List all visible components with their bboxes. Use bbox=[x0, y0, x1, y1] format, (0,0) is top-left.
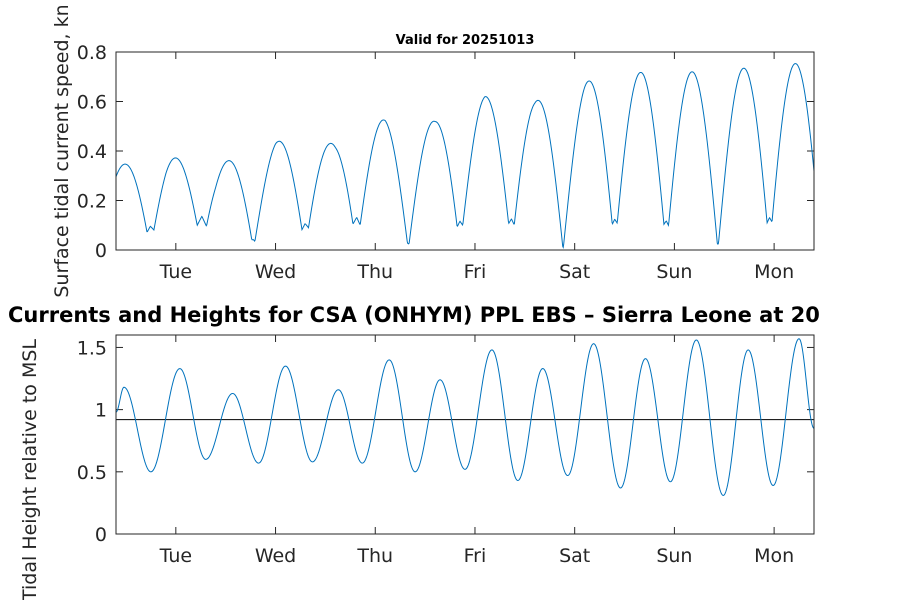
y-tick-label: 1.5 bbox=[77, 337, 107, 359]
current-speed-axes-box bbox=[115, 51, 815, 251]
tidal-height-axes-box bbox=[115, 334, 815, 535]
x-tick-label: Sat bbox=[559, 261, 590, 283]
current-speed-title: Valid for 20251013 bbox=[396, 33, 535, 48]
current-speed-panel: Valid for 20251013 0 0.2 0.4 0.6 0.8 Tue Wed Th… bbox=[51, 4, 815, 298]
x-tick-label: Mon bbox=[754, 261, 794, 283]
x-tick-label: Wed bbox=[255, 545, 296, 567]
y-tick-label: 0.6 bbox=[77, 92, 107, 114]
x-tick-label: Sun bbox=[656, 545, 692, 567]
y-tick-label: 0 bbox=[95, 240, 107, 262]
y-tick-label: 1 bbox=[95, 400, 107, 422]
tidal-height-ylabel: Tidal Height relative to MSL bbox=[19, 339, 41, 600]
figure-title: Currents and Heights for CSA (ONHYM) PPL… bbox=[8, 303, 820, 327]
x-tick-label: Sun bbox=[656, 261, 692, 283]
y-tick-label: 0.4 bbox=[77, 141, 107, 163]
current-speed-ticks: 0 0.2 0.4 0.6 0.8 Tue Wed Thu Fri Sat Sun Mon bbox=[77, 42, 814, 283]
current-speed-line bbox=[115, 63, 815, 249]
y-tick-label: 0.8 bbox=[77, 42, 107, 64]
y-tick-label: 0.5 bbox=[77, 462, 107, 484]
current-speed-ylabel: Surface tidal current speed, kn bbox=[51, 4, 73, 297]
y-tick-label: 0 bbox=[95, 524, 107, 546]
current-speed-series bbox=[115, 63, 815, 249]
x-tick-label: Thu bbox=[356, 545, 393, 567]
x-tick-label: Thu bbox=[356, 261, 393, 283]
y-tick-label: 0.2 bbox=[77, 191, 107, 213]
x-tick-label: Tue bbox=[159, 261, 192, 283]
x-tick-label: Tue bbox=[159, 545, 192, 567]
tidal-height-panel: 0 0.5 1 1.5 Tue Wed Thu Fri Sat Sun Mon Tidal Heig… bbox=[19, 334, 815, 600]
tidal-height-ticks: 0 0.5 1 1.5 Tue Wed Thu Fri Sat Sun Mon bbox=[77, 335, 814, 567]
x-tick-label: Sat bbox=[559, 545, 590, 567]
x-tick-label: Wed bbox=[255, 261, 296, 283]
tidal-height-series bbox=[115, 338, 815, 496]
x-tick-label: Fri bbox=[464, 261, 487, 283]
x-tick-label: Mon bbox=[754, 545, 794, 567]
tidal-height-line bbox=[115, 338, 815, 496]
x-tick-label: Fri bbox=[464, 545, 487, 567]
